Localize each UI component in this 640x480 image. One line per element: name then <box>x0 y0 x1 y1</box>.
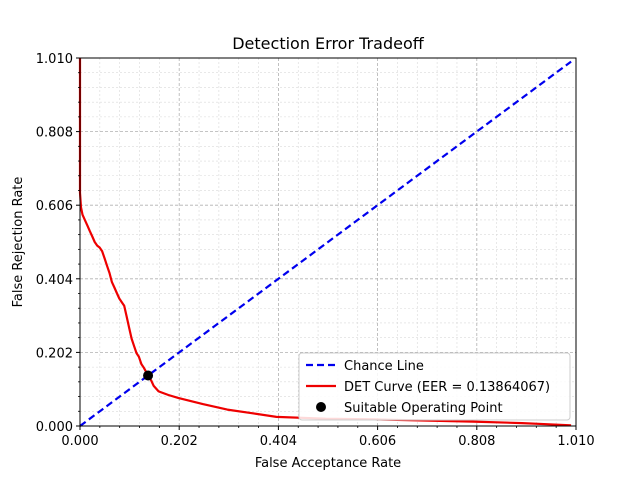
x-tick-label: 0.404 <box>260 434 297 449</box>
series-layer <box>78 58 572 427</box>
legend-label: Chance Line <box>344 359 424 374</box>
y-tick-label: 0.000 <box>36 420 73 435</box>
legend-box <box>298 352 571 421</box>
y-tick-label: 0.808 <box>36 126 73 141</box>
det-curve <box>78 58 572 427</box>
x-tick-label: 0.808 <box>458 434 495 449</box>
chance-line <box>79 60 572 427</box>
x-tick-label: 0.606 <box>359 434 396 449</box>
chart-title: Detection Error Tradeoff <box>232 34 424 53</box>
axis-ticks: 0.000 0.202 0.404 0.606 0.808 1.010 0.000 0.202… <box>36 52 595 449</box>
x-tick-label: 1.010 <box>557 434 594 449</box>
y-tick-label: 0.202 <box>36 346 73 361</box>
legend-marker <box>316 402 326 412</box>
y-tick-label: 1.010 <box>36 52 73 67</box>
legend: Chance Line DET Curve (EER = 0.13864067) S… <box>298 352 571 421</box>
y-axis-label: False Rejection Rate <box>11 177 26 308</box>
legend-label: Suitable Operating Point <box>344 401 503 416</box>
y-tick-label: 0.404 <box>36 273 73 288</box>
x-tick-label: 0.000 <box>61 434 98 449</box>
plot-frame <box>79 57 577 427</box>
x-tick-label: 0.202 <box>161 434 198 449</box>
legend-label: DET Curve (EER = 0.13864067) <box>344 380 550 395</box>
x-axis-label: False Acceptance Rate <box>255 456 401 471</box>
operating-point-marker <box>143 370 154 381</box>
y-tick-label: 0.606 <box>36 199 73 214</box>
